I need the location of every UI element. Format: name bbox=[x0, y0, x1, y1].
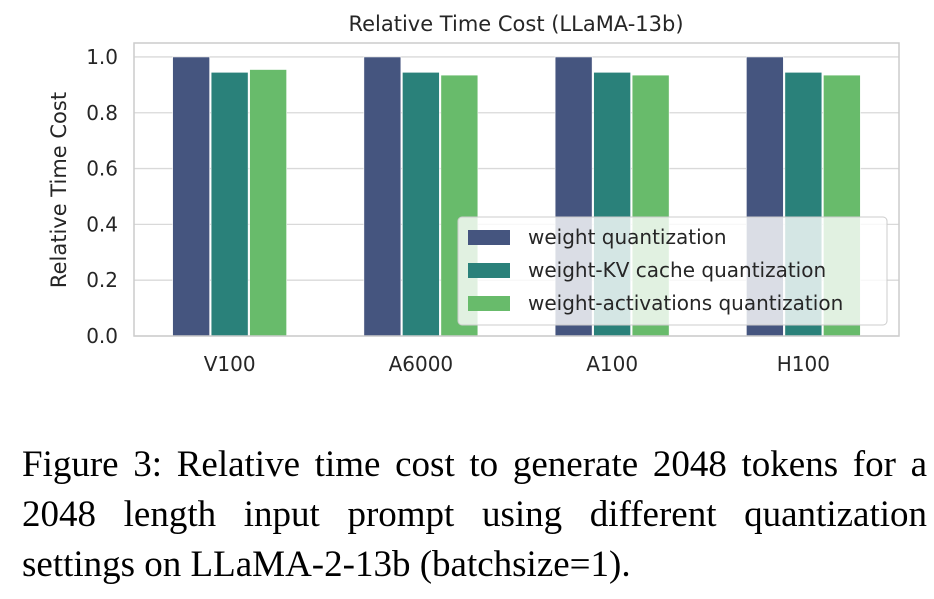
chart-title: Relative Time Cost (LLaMA-13b) bbox=[348, 12, 683, 36]
x-tick-labels: V100 A6000 A100 H100 bbox=[204, 352, 830, 376]
bar bbox=[249, 69, 287, 337]
bar bbox=[210, 72, 249, 337]
legend: weight quantization weight-KV cache quant… bbox=[457, 216, 888, 326]
x-tick-label: V100 bbox=[204, 352, 256, 376]
legend-swatch bbox=[468, 230, 510, 245]
bar bbox=[402, 72, 440, 337]
y-tick-label: 0.6 bbox=[86, 157, 118, 181]
bar bbox=[172, 56, 210, 337]
y-tick-label: 0.2 bbox=[86, 268, 118, 292]
bar-chart: Relative Time Cost (LLaMA-13b) Relative … bbox=[47, 12, 900, 376]
bar bbox=[363, 56, 402, 337]
legend-label: weight-activations quantization bbox=[528, 291, 843, 315]
legend-swatch bbox=[468, 296, 510, 311]
y-tick-label: 0.4 bbox=[86, 212, 118, 236]
figure-caption: Figure 3: Relative time cost to generate… bbox=[22, 444, 927, 585]
legend-box bbox=[457, 216, 888, 326]
plot-area-border bbox=[133, 42, 900, 337]
y-tick-label: 1.0 bbox=[86, 45, 118, 69]
x-tick-label: A6000 bbox=[389, 352, 454, 376]
x-tick-label: A100 bbox=[586, 352, 638, 376]
y-axis-label: Relative Time Cost bbox=[47, 92, 71, 288]
legend-label: weight quantization bbox=[528, 225, 727, 249]
x-tick-label: H100 bbox=[777, 352, 830, 376]
y-tick-label: 0.8 bbox=[86, 101, 118, 125]
legend-swatch bbox=[468, 263, 510, 278]
legend-label: weight-KV cache quantization bbox=[528, 258, 826, 282]
y-tick-labels: 0.0 0.2 0.4 0.6 0.8 1.0 bbox=[86, 45, 118, 348]
y-tick-label: 0.0 bbox=[86, 324, 118, 348]
